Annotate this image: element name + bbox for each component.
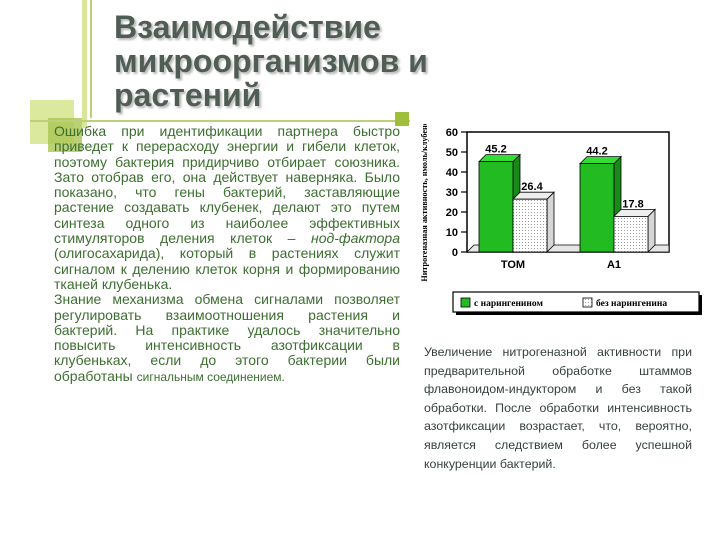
paragraph-2-small: сигнальным соединением.: [136, 369, 285, 384]
decorative-vertical-line: [82, 0, 87, 128]
y-tick-label: 10: [446, 227, 458, 239]
decorative-square-dark: [48, 118, 82, 152]
y-tick-label: 40: [446, 167, 458, 179]
decorative-square-small: [395, 112, 409, 126]
bar-value-label: 17.8: [622, 198, 643, 210]
y-tick-label: 20: [446, 207, 458, 219]
bar-top: [478, 154, 521, 162]
paragraph-2: Знание механизма обмена сигналами позвол…: [54, 292, 400, 385]
legend-swatch: [582, 297, 593, 308]
slide-title: Взаимодействие микроорганизмов и растени…: [114, 10, 634, 112]
y-axis-label: Нитрогеназная активность, нмоль/клубенек…: [420, 124, 429, 282]
paragraph-1: Ошибка при идентификации партнера быстро…: [54, 123, 400, 292]
decorative-vertical-line-thin: [90, 0, 92, 118]
y-tick-label: 30: [446, 187, 458, 199]
legend-box: [452, 291, 700, 313]
body-text: Ошибка при идентификации партнера быстро…: [54, 123, 400, 385]
bar-top: [613, 209, 656, 217]
chart-caption: Увеличение нитрогеназной активности при …: [424, 345, 692, 471]
legend-label: с нарингенином: [474, 299, 543, 309]
decorative-horizontal-line: [30, 120, 410, 122]
chart-svg: 0 10 20 30 40 50 60 Нитрогеназная активность, н…: [420, 124, 702, 315]
title-line-1: Взаимодействие: [114, 9, 381, 45]
y-tick-label: 0: [452, 247, 458, 259]
bar: [512, 198, 548, 253]
paragraph-1-part-2: (олигосахарида), который в растениях слу…: [54, 245, 400, 292]
bar: [579, 163, 615, 253]
title-line-3: растений: [114, 77, 262, 113]
bar: [613, 216, 649, 253]
paragraph-1-part-1: Ошибка при идентификации партнера быстро…: [54, 123, 400, 247]
title-line-2: микроорганизмов и: [114, 43, 428, 79]
paragraph-2-main: Знание механизма обмена сигналами позвол…: [54, 291, 400, 384]
bar-side: [546, 191, 555, 253]
y-tick-label: 60: [446, 127, 458, 139]
bar-value-label: 45.2: [485, 144, 506, 156]
bar-value-label: 26.4: [521, 181, 543, 193]
bar-top: [512, 191, 555, 200]
bar-value-label: 44.2: [586, 146, 607, 158]
legend-swatch: [460, 297, 471, 308]
x-category-label: А1: [607, 259, 621, 271]
y-tick-label: 50: [446, 147, 458, 159]
x-category-label: ТОМ: [501, 259, 525, 271]
bar-top: [579, 156, 622, 164]
legend-label: без нарингенина: [596, 298, 667, 309]
paragraph-1-italic-term: нод-фактора: [310, 230, 400, 247]
nitrogenase-chart: 0 10 20 30 40 50 60 Нитрогеназная активность, н…: [407, 124, 713, 342]
bar: [478, 161, 514, 253]
